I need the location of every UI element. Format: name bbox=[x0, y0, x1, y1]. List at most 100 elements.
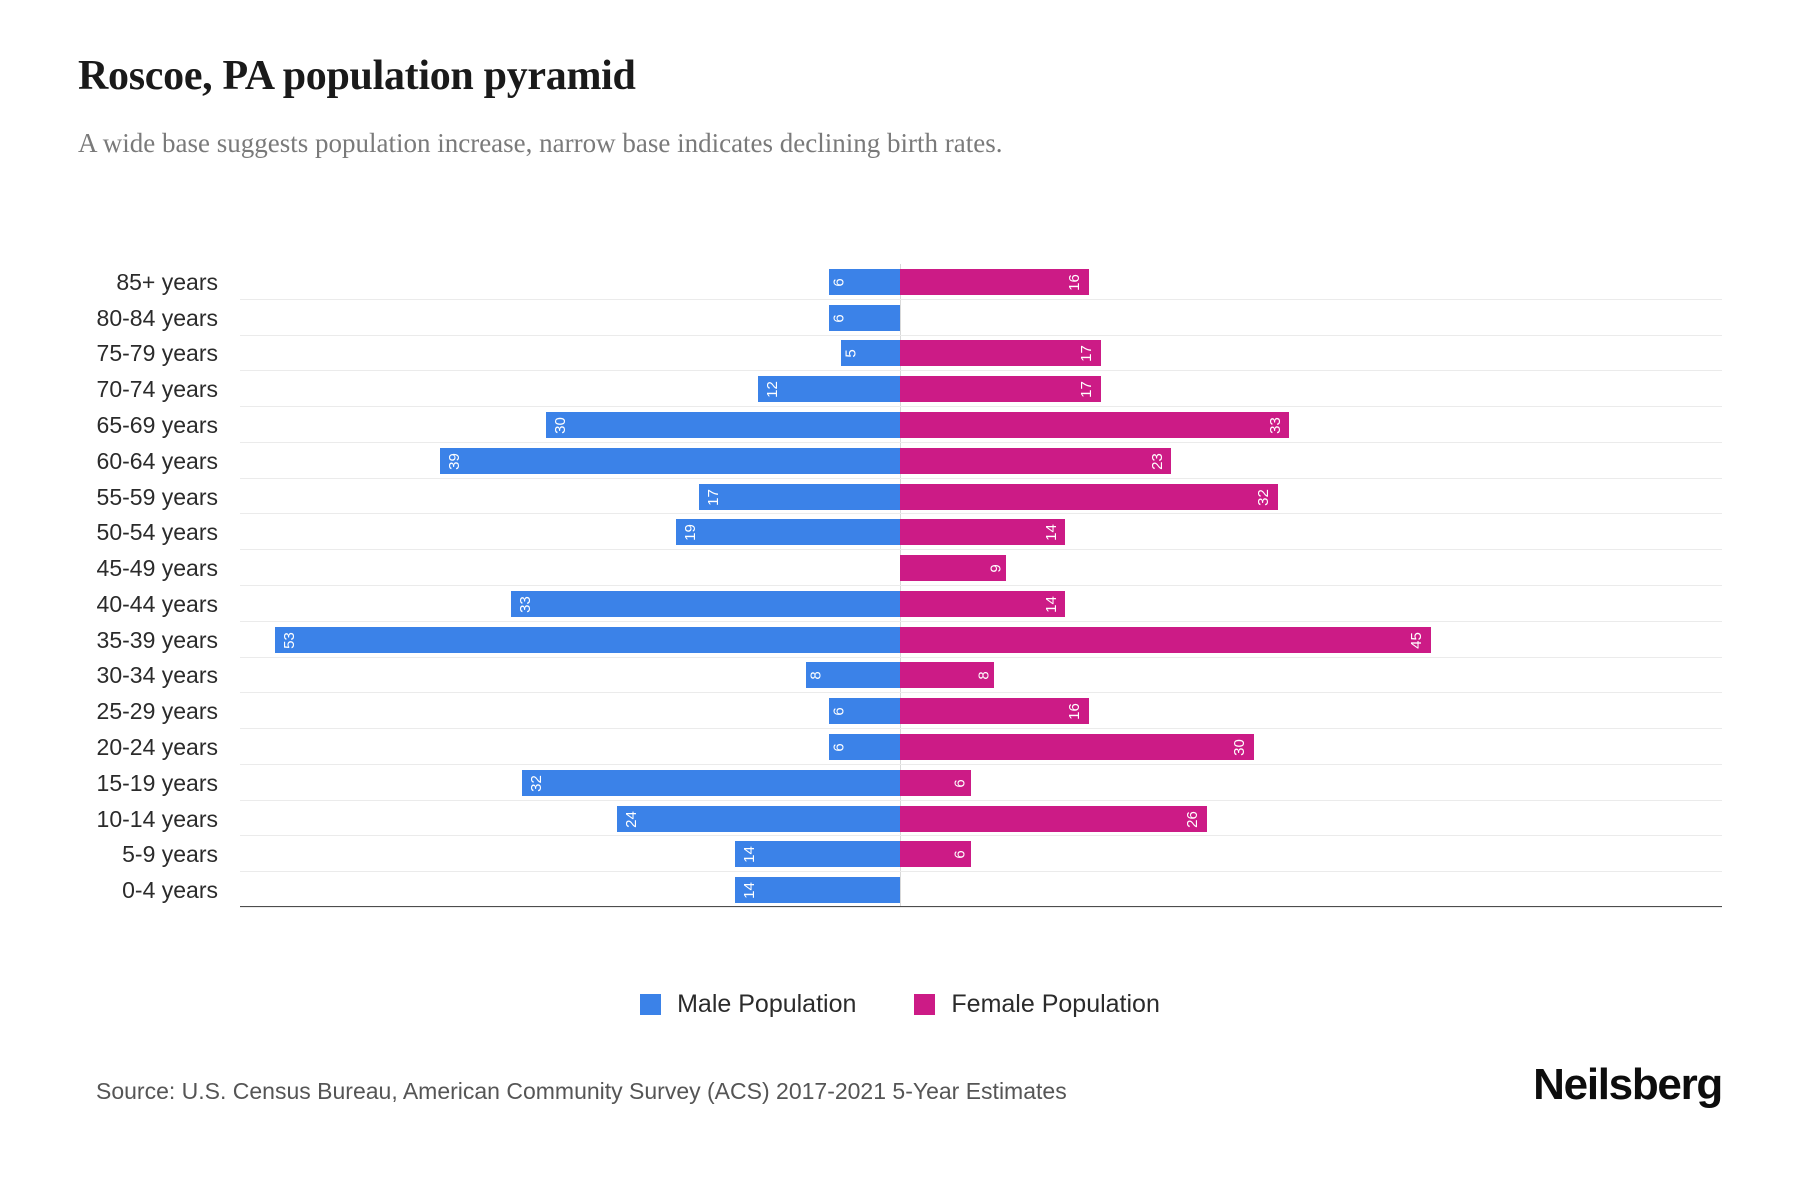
bar-value-label-female: 17 bbox=[1077, 381, 1095, 399]
pyramid-row: 30-34 years 8 8 bbox=[97, 662, 1722, 689]
gridline bbox=[240, 763, 1722, 765]
y-axis-label: 55-59 years bbox=[96, 483, 218, 510]
bar-value-label-female: 14 bbox=[1042, 524, 1060, 542]
chart-legend: Male Population Female Population bbox=[0, 990, 1800, 1019]
bar-value-label-male: 12 bbox=[764, 381, 782, 399]
source-note: Source: U.S. Census Bureau, American Com… bbox=[96, 1078, 1067, 1104]
bar-value-label-male: 17 bbox=[705, 488, 723, 506]
gridline bbox=[240, 513, 1722, 515]
bar-male[interactable]: 17 bbox=[699, 483, 900, 510]
bar-female[interactable]: 26 bbox=[900, 805, 1207, 832]
y-axis-label: 65-69 years bbox=[96, 412, 218, 438]
bar-male[interactable]: 39 bbox=[439, 447, 900, 474]
bar-value-label-male: 6 bbox=[830, 707, 848, 716]
bar-value-label-female: 16 bbox=[1065, 703, 1083, 721]
bar-female[interactable]: 6 bbox=[900, 841, 971, 868]
pyramid-row: 85+ years 6 16 bbox=[116, 268, 1722, 295]
bar-female[interactable]: 14 bbox=[900, 519, 1066, 546]
gridline bbox=[240, 334, 1722, 336]
bar-male[interactable]: 6 bbox=[829, 304, 900, 331]
population-pyramid-plot: 85+ years 6 16 80-84 years 6 75-79 years 5 17 70… bbox=[97, 264, 1722, 908]
pyramid-row: 10-14 years 24 26 bbox=[97, 805, 1722, 832]
bar-value-label-female: 33 bbox=[1266, 417, 1284, 434]
bar-male[interactable]: 6 bbox=[829, 698, 900, 725]
legend-label-male: Male Population bbox=[677, 990, 857, 1018]
bar-male[interactable]: 6 bbox=[829, 734, 900, 760]
bar-female[interactable]: 17 bbox=[900, 376, 1101, 403]
bar-value-label-male: 39 bbox=[445, 452, 463, 470]
legend-swatch-female bbox=[914, 994, 936, 1015]
bar-value-label-female: 14 bbox=[1042, 596, 1060, 613]
y-axis-label: 75-79 years bbox=[96, 340, 218, 367]
bar-female[interactable]: 17 bbox=[900, 340, 1101, 367]
bar-male[interactable]: 53 bbox=[274, 626, 900, 653]
bar-female[interactable]: 23 bbox=[900, 447, 1172, 474]
bar-female[interactable]: 9 bbox=[900, 555, 1007, 582]
bar-value-label-male: 14 bbox=[740, 846, 758, 864]
bar-value-label-female: 6 bbox=[952, 850, 970, 859]
bar-female[interactable]: 6 bbox=[900, 769, 971, 796]
y-axis-label: 25-29 years bbox=[96, 698, 218, 725]
bar-female[interactable]: 8 bbox=[900, 662, 995, 689]
gridline bbox=[240, 549, 1722, 551]
pyramid-row: 40-44 years 33 14 bbox=[97, 590, 1722, 617]
pyramid-row: 80-84 years 6 bbox=[97, 304, 1722, 331]
bar-male[interactable]: 8 bbox=[805, 662, 900, 689]
bar-female[interactable]: 16 bbox=[900, 268, 1089, 295]
bar-female[interactable]: 16 bbox=[900, 698, 1089, 725]
bar-male[interactable]: 32 bbox=[522, 769, 900, 796]
bar-male[interactable]: 33 bbox=[510, 590, 900, 617]
pyramid-row: 15-19 years 32 6 bbox=[97, 769, 1722, 796]
bar-female[interactable]: 30 bbox=[900, 734, 1254, 760]
bar-value-label-female: 23 bbox=[1148, 452, 1166, 470]
pyramid-row: 70-74 years 12 17 bbox=[97, 376, 1722, 403]
bar-male[interactable]: 24 bbox=[616, 805, 900, 832]
pyramid-row: 45-49 years 9 bbox=[97, 555, 1722, 582]
pyramid-row: 35-39 years 53 45 bbox=[97, 626, 1722, 653]
bar-value-label-female: 8 bbox=[975, 671, 993, 681]
bar-male[interactable]: 19 bbox=[675, 519, 900, 546]
bar-value-label-female: 45 bbox=[1408, 631, 1426, 649]
gridline bbox=[240, 907, 1722, 908]
brand-logo: Neilsberg bbox=[1533, 1060, 1723, 1109]
bar-male[interactable]: 6 bbox=[829, 268, 900, 295]
y-axis-label: 20-24 years bbox=[96, 734, 218, 760]
gridline bbox=[240, 298, 1722, 300]
bar-female[interactable]: 45 bbox=[900, 626, 1431, 653]
bar-value-label-female: 16 bbox=[1065, 274, 1083, 291]
bar-value-label-female: 17 bbox=[1077, 345, 1095, 363]
bar-male[interactable]: 14 bbox=[734, 841, 900, 868]
gridline bbox=[240, 441, 1722, 443]
y-axis-label: 30-34 years bbox=[96, 662, 218, 689]
legend-label-female: Female Population bbox=[951, 990, 1160, 1018]
bar-female[interactable]: 32 bbox=[900, 483, 1278, 510]
gridline bbox=[240, 835, 1722, 837]
bar-value-label-female: 9 bbox=[987, 564, 1005, 573]
bar-value-label-male: 6 bbox=[830, 278, 848, 287]
bar-value-label-male: 14 bbox=[740, 882, 758, 899]
bar-value-label-female: 6 bbox=[952, 779, 970, 788]
bar-female[interactable]: 33 bbox=[900, 412, 1290, 438]
bar-female[interactable]: 14 bbox=[900, 590, 1066, 617]
bar-value-label-male: 6 bbox=[830, 313, 848, 323]
legend-item-female[interactable]: Female Population bbox=[914, 990, 1160, 1019]
bar-value-label-female: 32 bbox=[1254, 488, 1272, 506]
bar-value-label-male: 32 bbox=[528, 774, 546, 792]
page-title: Roscoe, PA population pyramid bbox=[78, 53, 636, 99]
bar-male[interactable]: 12 bbox=[758, 376, 900, 403]
gridline bbox=[240, 871, 1722, 873]
y-axis-label: 60-64 years bbox=[96, 447, 218, 474]
gridline bbox=[240, 477, 1722, 479]
y-axis-label: 10-14 years bbox=[96, 805, 218, 832]
legend-item-male[interactable]: Male Population bbox=[640, 990, 856, 1019]
bar-male[interactable]: 5 bbox=[841, 340, 900, 367]
bar-male[interactable]: 14 bbox=[734, 877, 900, 904]
bar-male[interactable]: 30 bbox=[546, 412, 900, 438]
bar-value-label-male: 8 bbox=[807, 671, 825, 681]
gridline bbox=[240, 728, 1722, 730]
pyramid-row: 75-79 years 5 17 bbox=[97, 340, 1722, 367]
y-axis-label: 0-4 years bbox=[122, 877, 218, 904]
y-axis-label: 70-74 years bbox=[96, 376, 218, 403]
bar-value-label-male: 24 bbox=[622, 810, 640, 828]
bar-value-label-male: 33 bbox=[516, 596, 534, 613]
